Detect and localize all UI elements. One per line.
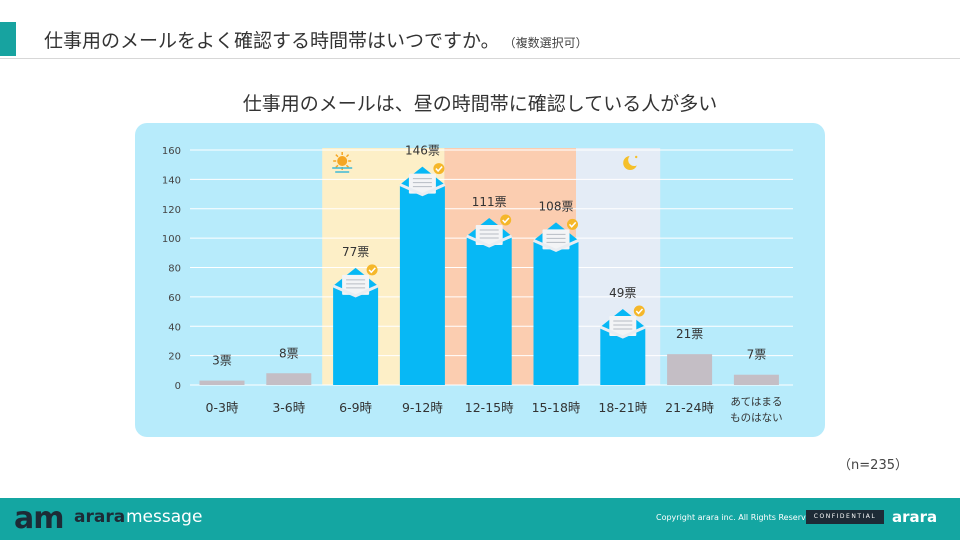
check-badge-icon <box>633 305 645 317</box>
y-tick-label: 80 <box>168 264 181 275</box>
x-tick-label: 12-15時 <box>465 400 514 415</box>
x-tick-label: 18-21時 <box>598 400 647 415</box>
data-label: 146票 <box>405 144 440 158</box>
sun-ray <box>335 164 339 168</box>
sample-size-note: （n=235） <box>838 458 908 473</box>
moon-star <box>635 155 638 159</box>
slide-title-note: （複数選択可） <box>509 36 588 50</box>
check-badge-icon <box>567 218 578 230</box>
check-mark-icon <box>568 221 577 228</box>
bar <box>399 166 445 385</box>
data-label: 8票 <box>279 346 299 360</box>
data-label: 49票 <box>609 286 636 300</box>
moon-shadow <box>628 154 641 166</box>
check-mark-icon <box>635 308 644 315</box>
slide-title: 仕事用のメールをよく確認する時間帯はいつですか。 （複数選択可） <box>44 26 588 53</box>
y-tick-label: 0 <box>175 381 181 392</box>
envelope-flap <box>599 325 646 339</box>
check-badge-icon <box>366 264 378 276</box>
x-tick-label: 6-9時 <box>339 400 372 415</box>
y-tick-label: 160 <box>162 146 181 157</box>
copyright-text: Copyright arara inc. All Rights Reserved… <box>656 513 819 522</box>
title-accent <box>0 22 16 56</box>
bar <box>266 373 312 385</box>
check-badge-icon <box>500 214 512 226</box>
chart-panel: 0 20 40 60 80 100 120 140 160 3票 0-3時 8票 3-6時 77票 6-9時… <box>135 123 825 437</box>
data-label: 7票 <box>747 348 767 362</box>
sun-ray <box>345 154 350 158</box>
envelope-flap <box>332 284 379 298</box>
arara-logo-mark: am <box>14 501 65 536</box>
x-tick-label: 9-12時 <box>402 400 443 415</box>
bar-chart: 0 20 40 60 80 100 120 140 160 3票 0-3時 8票 3-6時 77票 6-9時… <box>162 144 793 424</box>
data-label: 3票 <box>212 354 232 368</box>
slide-title-question: 仕事用のメールをよく確認する時間帯はいつですか。 <box>44 30 500 52</box>
x-tick-label: あてはまる <box>730 396 782 408</box>
envelope-flap <box>532 239 580 253</box>
title-divider <box>0 58 960 59</box>
chart-title: 仕事用のメールは、昼の時間帯に確認している人が多い <box>242 93 718 115</box>
bar <box>667 354 713 385</box>
bar <box>466 217 512 385</box>
x-tick-label: 3-6時 <box>272 400 305 415</box>
data-label: 77票 <box>342 245 369 259</box>
envelope-flap <box>399 183 446 197</box>
y-tick-label: 100 <box>162 234 181 245</box>
check-mark-icon <box>502 217 510 224</box>
y-tick-label: 140 <box>162 175 181 186</box>
logo-word-message: message <box>126 507 203 527</box>
confidential-badge: CONFIDENTIAL <box>806 510 884 524</box>
logo-word-arara: arara <box>74 507 126 527</box>
sun-ray <box>345 164 350 168</box>
x-tick-label: 15-18時 <box>532 400 581 415</box>
check-mark-icon <box>435 166 443 173</box>
data-label: 111票 <box>472 195 507 209</box>
check-badge-icon <box>433 163 445 175</box>
y-tick-label: 20 <box>168 352 181 363</box>
y-tick-label: 120 <box>162 205 181 216</box>
sun-icon <box>337 156 348 166</box>
bar <box>199 380 245 385</box>
bar <box>333 267 379 385</box>
y-tick-label: 60 <box>168 293 181 304</box>
x-tick-label: ものはない <box>730 412 783 424</box>
data-label: 108票 <box>539 199 574 213</box>
data-label: 21票 <box>676 327 703 341</box>
bar <box>533 222 579 385</box>
bar <box>733 374 779 385</box>
y-tick-label: 40 <box>168 322 181 333</box>
footer-brand-logo: arara <box>892 508 938 526</box>
slide-title-bar: 仕事用のメールをよく確認する時間帯はいつですか。 （複数選択可） <box>0 22 960 56</box>
x-tick-label: 21-24時 <box>665 400 714 415</box>
footer-bar: am arara message Copyright arara inc. Al… <box>0 498 960 540</box>
sun-ray <box>335 154 339 158</box>
x-tick-label: 0-3時 <box>206 400 239 415</box>
envelope-flap <box>466 234 513 248</box>
check-mark-icon <box>368 267 376 274</box>
